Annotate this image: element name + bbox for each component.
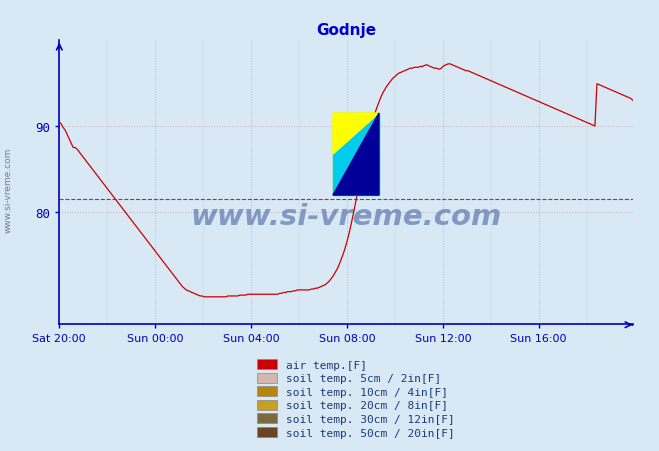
Text: www.si-vreme.com: www.si-vreme.com <box>4 147 13 232</box>
Polygon shape <box>333 114 373 196</box>
Legend: air temp.[F], soil temp. 5cm / 2in[F], soil temp. 10cm / 4in[F], soil temp. 20cm: air temp.[F], soil temp. 5cm / 2in[F], s… <box>254 356 458 441</box>
Polygon shape <box>333 114 379 196</box>
Title: Godnje: Godnje <box>316 23 376 38</box>
Text: www.si-vreme.com: www.si-vreme.com <box>190 203 501 231</box>
Polygon shape <box>333 114 379 155</box>
Polygon shape <box>333 114 379 196</box>
Polygon shape <box>333 114 373 196</box>
